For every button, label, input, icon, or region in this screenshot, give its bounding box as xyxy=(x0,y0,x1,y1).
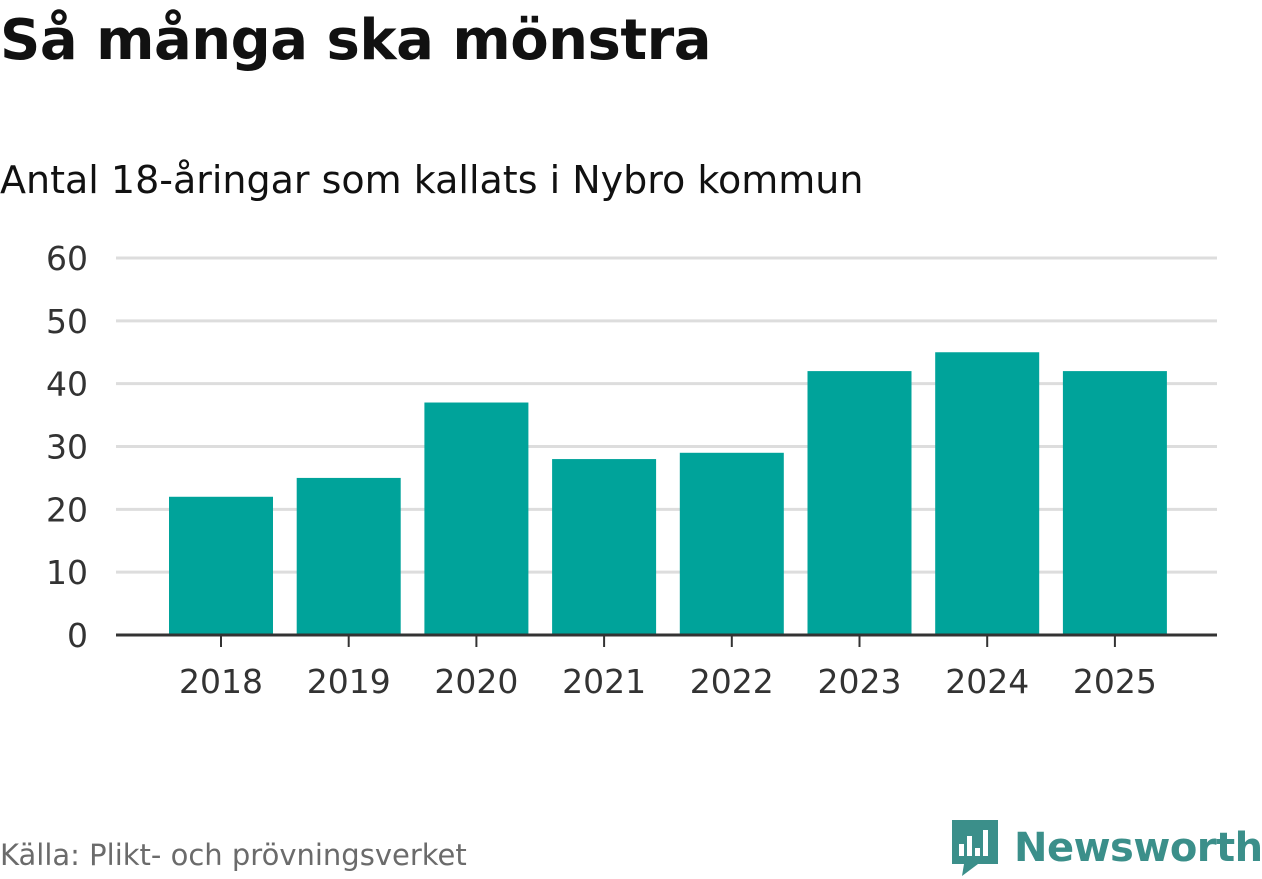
x-tick-label: 2022 xyxy=(690,662,774,701)
x-tick-label: 2024 xyxy=(945,662,1029,701)
y-tick-label: 30 xyxy=(46,428,88,467)
y-tick-label: 40 xyxy=(46,365,88,404)
bar-2023 xyxy=(807,371,912,635)
bar-2022 xyxy=(679,452,784,635)
x-tick-label: 2023 xyxy=(818,662,902,701)
y-tick-label: 20 xyxy=(46,490,88,529)
bar-2019 xyxy=(296,477,401,635)
x-tick-label: 2018 xyxy=(179,662,263,701)
x-axis xyxy=(116,633,1217,647)
newsworthy-brand: Newsworthy xyxy=(950,818,1262,878)
bar-2025 xyxy=(1062,371,1167,635)
newsworthy-logo-icon xyxy=(952,820,998,876)
bar-2024 xyxy=(935,352,1040,635)
x-tick-label: 2019 xyxy=(307,662,391,701)
bar-2018 xyxy=(169,496,273,635)
y-tick-labels: 0 10 20 30 40 50 60 xyxy=(46,239,88,655)
source-note: Källa: Plikt- och prövningsverket xyxy=(0,838,467,872)
y-tick-label: 50 xyxy=(46,302,88,341)
gridlines xyxy=(116,256,1217,574)
y-tick-label: 60 xyxy=(46,239,88,278)
chart-title: Så många ska mönstra xyxy=(0,8,712,73)
bar-2020 xyxy=(424,402,529,635)
y-tick-label: 10 xyxy=(46,553,88,592)
x-tick-label: 2025 xyxy=(1073,662,1157,701)
bar-2021 xyxy=(552,459,657,635)
x-tick-labels: 2018 2019 2020 2021 2022 2023 2024 2025 xyxy=(179,662,1157,701)
brand-name: Newsworthy xyxy=(1014,825,1262,871)
y-tick-label: 0 xyxy=(67,616,88,655)
x-tick-label: 2020 xyxy=(434,662,518,701)
chart-subtitle: Antal 18-åringar som kallats i Nybro kom… xyxy=(0,158,864,202)
x-tick-label: 2021 xyxy=(562,662,646,701)
bars xyxy=(169,352,1167,635)
